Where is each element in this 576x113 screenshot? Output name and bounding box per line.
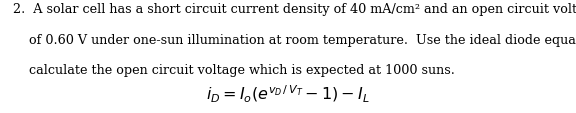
Text: of 0.60 V under one-sun illumination at room temperature.  Use the ideal diode e: of 0.60 V under one-sun illumination at …	[13, 33, 576, 46]
Text: 2.  A solar cell has a short circuit current density of 40 mA/cm² and an open ci: 2. A solar cell has a short circuit curr…	[13, 3, 576, 16]
Text: calculate the open circuit voltage which is expected at 1000 suns.: calculate the open circuit voltage which…	[13, 63, 454, 76]
Text: $i_D = I_o \left( e^{v_D\,/\,V_T} - 1 \right) - I_L$: $i_D = I_o \left( e^{v_D\,/\,V_T} - 1 \r…	[206, 83, 370, 104]
